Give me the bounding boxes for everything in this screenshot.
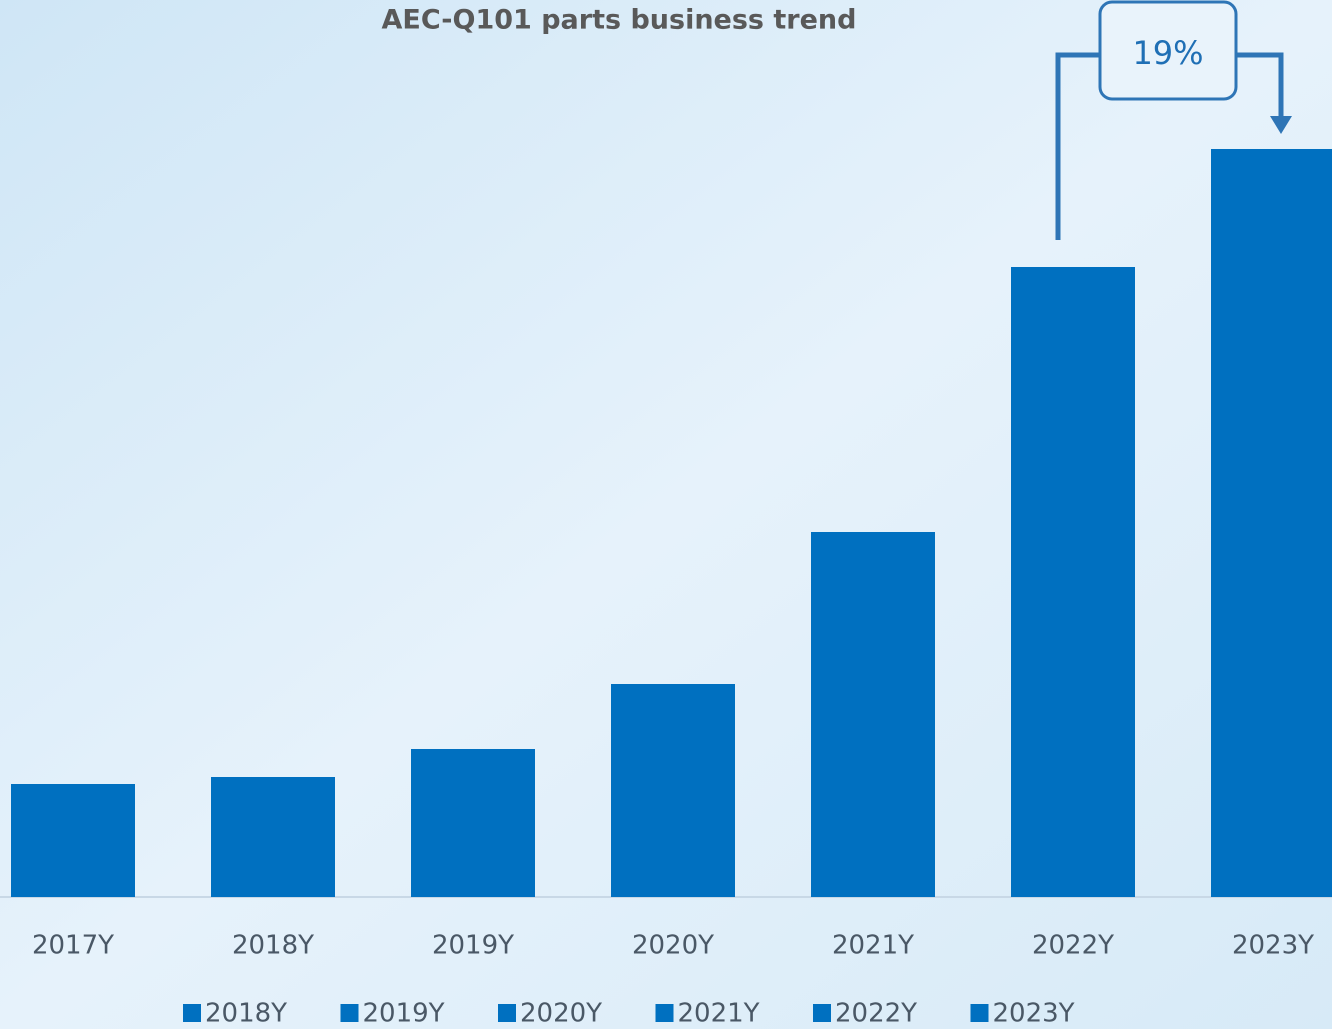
annotation: 19% [1132, 34, 1203, 72]
legend-swatch [655, 1004, 674, 1022]
x-tick-label: 2020Y [632, 931, 714, 961]
legend-swatch [970, 1004, 989, 1022]
legend-label: 2021Y [678, 999, 760, 1029]
bar [1211, 149, 1332, 897]
legend-label: 2020Y [520, 999, 602, 1029]
x-tick-label: 2019Y [432, 931, 514, 961]
bar [811, 532, 935, 897]
x-tick-label: 2017Y [32, 931, 114, 961]
arrow-head [1270, 116, 1292, 134]
x-tick-label: 2018Y [232, 931, 314, 961]
x-tick-label: 2022Y [1032, 931, 1114, 961]
bar [11, 784, 135, 897]
bar [611, 684, 735, 897]
legend-label: 2022Y [835, 999, 917, 1029]
legend-label: 2023Y [993, 999, 1075, 1029]
x-tick-label: 2021Y [832, 931, 914, 961]
bar [1011, 267, 1135, 897]
legend-label: 2018Y [205, 999, 287, 1029]
legend-swatch [813, 1004, 831, 1022]
annotation-arrow [1055, 52, 1284, 240]
legend-swatch [183, 1004, 201, 1022]
legend-swatch [340, 1004, 359, 1022]
legend-label: 2019Y [363, 999, 445, 1029]
bar [411, 749, 535, 897]
x-tick-label: 2023Y [1232, 931, 1314, 961]
chart-title: AEC-Q101 parts business trend [382, 5, 857, 36]
legend-swatch [498, 1004, 516, 1022]
annotation-box [1098, 0, 1238, 101]
bar [211, 777, 335, 897]
